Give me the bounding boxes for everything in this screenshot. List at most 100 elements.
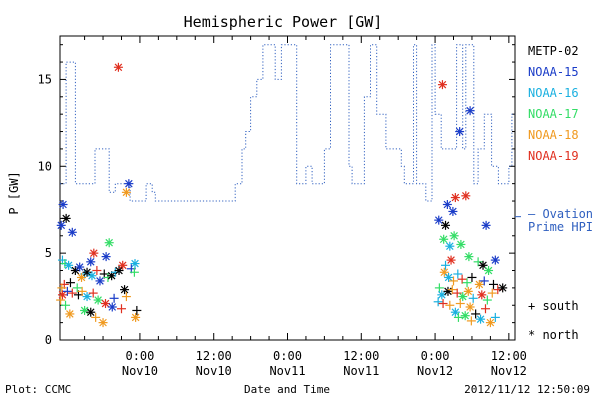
marker-stroke bbox=[475, 280, 484, 289]
footer-right: 2012/11/12 12:50:09 bbox=[464, 383, 590, 396]
data-point bbox=[88, 288, 98, 298]
data-point bbox=[124, 179, 134, 189]
data-point bbox=[461, 191, 471, 201]
marker-stroke bbox=[461, 311, 469, 320]
data-point bbox=[98, 318, 108, 328]
data-point bbox=[101, 252, 111, 262]
data-point bbox=[433, 297, 443, 307]
legend-entry: NOAA-17 bbox=[528, 107, 579, 121]
marker-stroke bbox=[446, 242, 454, 250]
data-point bbox=[481, 220, 491, 230]
data-point bbox=[109, 293, 119, 303]
marker-stroke bbox=[83, 268, 91, 277]
data-point bbox=[130, 259, 140, 269]
marker-stroke bbox=[114, 63, 123, 72]
data-point bbox=[114, 266, 124, 276]
marker-stroke bbox=[466, 106, 474, 115]
marker-stroke bbox=[105, 238, 113, 247]
marker-stroke bbox=[466, 303, 474, 311]
data-point bbox=[58, 200, 68, 210]
legend-entry: NOAA-16 bbox=[528, 86, 579, 100]
marker-stroke bbox=[486, 318, 495, 327]
ovation-legend-label: Prime HPI bbox=[528, 220, 593, 234]
marker-stroke bbox=[62, 214, 70, 223]
marker-stroke bbox=[66, 310, 74, 318]
marker-legend-entry: + south bbox=[528, 299, 579, 313]
data-point bbox=[92, 266, 102, 276]
x-axis-label: Date and Time bbox=[244, 383, 330, 396]
data-point bbox=[86, 257, 96, 267]
data-point bbox=[56, 220, 66, 230]
data-point bbox=[487, 288, 497, 298]
ovation-legend-label: — Ovation bbox=[528, 207, 593, 221]
marker-stroke bbox=[449, 207, 457, 216]
data-point bbox=[57, 283, 67, 293]
data-point bbox=[452, 288, 462, 298]
data-point bbox=[465, 302, 475, 312]
data-point bbox=[450, 193, 460, 203]
marker-stroke bbox=[68, 228, 77, 237]
data-point bbox=[91, 312, 101, 322]
data-point bbox=[450, 307, 460, 317]
marker-stroke bbox=[83, 292, 91, 301]
data-point bbox=[116, 304, 126, 314]
marker-stroke bbox=[96, 277, 104, 285]
data-point bbox=[61, 300, 71, 310]
data-point bbox=[107, 302, 117, 312]
marker-stroke bbox=[80, 306, 89, 315]
marker-stroke bbox=[57, 221, 66, 230]
data-point bbox=[466, 316, 476, 326]
marker-stroke bbox=[131, 259, 139, 268]
marker-stroke bbox=[94, 296, 102, 304]
marker-stroke bbox=[131, 313, 140, 322]
marker-stroke bbox=[86, 258, 95, 266]
ovation-series-line bbox=[60, 44, 515, 202]
marker-stroke bbox=[102, 252, 110, 261]
y-tick-label: 10 bbox=[38, 159, 52, 173]
data-point bbox=[65, 309, 75, 319]
legend: METP-02 NOAA-15 NOAA-16 NOAA-17 NOAA-18 NOAA-… bbox=[515, 44, 593, 342]
data-point bbox=[438, 299, 448, 309]
data-point bbox=[462, 278, 472, 288]
data-point bbox=[467, 272, 477, 282]
marker-stroke bbox=[484, 266, 493, 275]
x-tick-date-label: Nov12 bbox=[417, 364, 453, 378]
data-point bbox=[476, 314, 486, 324]
data-point bbox=[75, 262, 85, 272]
data-point bbox=[490, 312, 500, 322]
data-point bbox=[60, 259, 70, 269]
marker-stroke bbox=[438, 291, 446, 299]
data-point bbox=[61, 213, 71, 223]
marker-stroke bbox=[451, 193, 460, 202]
data-point bbox=[446, 255, 456, 265]
x-tick-date-label: Nov11 bbox=[269, 364, 305, 378]
data-point bbox=[448, 206, 458, 216]
marker-stroke bbox=[90, 249, 98, 257]
data-point bbox=[104, 238, 114, 248]
data-point bbox=[93, 295, 103, 305]
y-axis-label: P [GW] bbox=[7, 171, 21, 214]
marker-stroke bbox=[482, 221, 490, 230]
data-point bbox=[445, 300, 455, 310]
x-tick-time-label: 12:00 bbox=[343, 349, 379, 363]
marker-stroke bbox=[115, 266, 123, 275]
marker-stroke bbox=[434, 216, 443, 224]
data-point bbox=[434, 215, 444, 225]
marker-stroke bbox=[120, 285, 129, 294]
data-point bbox=[82, 292, 92, 302]
marker-stroke bbox=[462, 192, 470, 200]
data-point bbox=[89, 248, 99, 258]
data-point bbox=[67, 288, 77, 298]
marker-stroke bbox=[88, 271, 96, 280]
data-point bbox=[121, 187, 131, 197]
data-point bbox=[80, 305, 90, 315]
marker-stroke bbox=[476, 315, 485, 323]
data-point bbox=[107, 271, 117, 281]
data-point bbox=[64, 260, 74, 270]
data-point bbox=[118, 260, 128, 270]
marker-stroke bbox=[108, 303, 117, 311]
marker-stroke bbox=[464, 287, 473, 296]
footer-left: Plot: CCMC bbox=[5, 383, 71, 396]
data-point bbox=[456, 239, 466, 249]
data-point bbox=[453, 312, 463, 322]
